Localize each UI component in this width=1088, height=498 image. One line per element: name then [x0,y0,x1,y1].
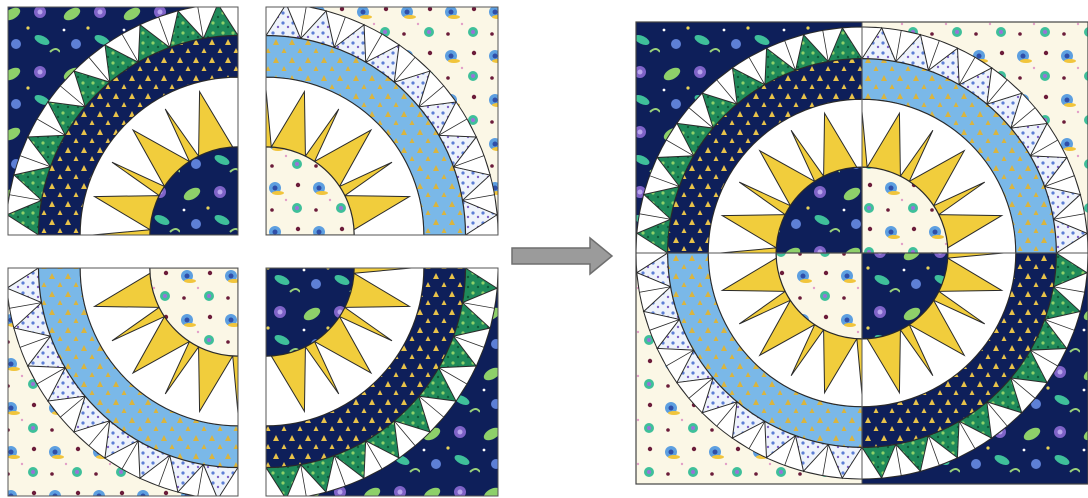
right-arrow-icon [511,236,614,276]
result-quadrant-bottom-right [861,252,1088,485]
assembled-quilt-block [635,21,1088,485]
result-quadrant-top-right [861,21,1088,254]
block-top-left [7,6,239,236]
result-border [635,21,1088,485]
result-quadrant-top-left [635,21,863,254]
block-bottom-left [7,267,239,497]
result-quadrant-bottom-left [635,252,863,485]
block-bottom-right [265,267,499,497]
block-top-right [265,6,499,236]
